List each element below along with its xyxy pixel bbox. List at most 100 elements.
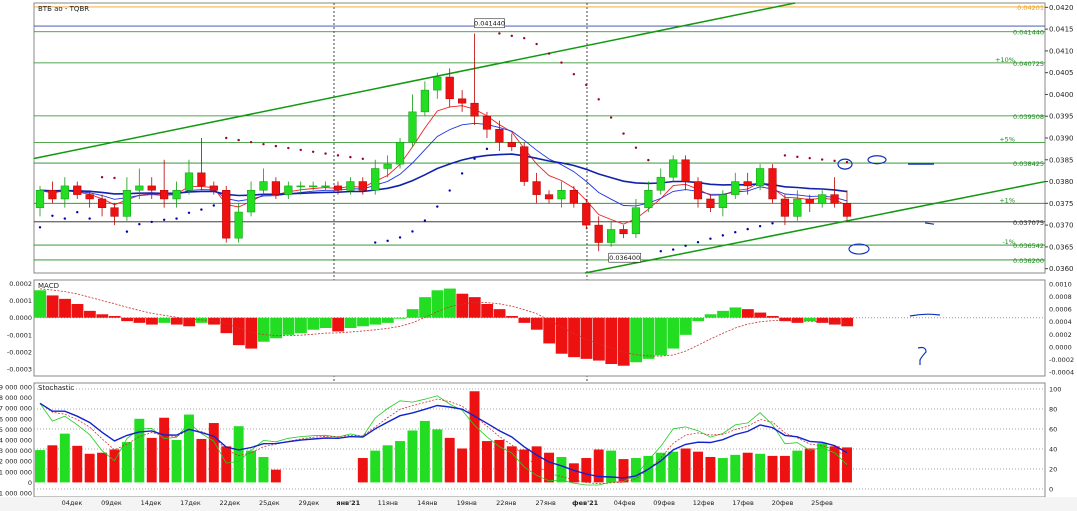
volume-bar — [804, 448, 815, 483]
volume-bar — [444, 437, 455, 483]
volume-tick-label: 1 000 000 — [0, 468, 32, 476]
low-annotation: 0.036400 — [609, 254, 640, 262]
sar-point — [721, 234, 725, 237]
stochastic-slow-line — [39, 402, 848, 479]
volume-bar — [370, 450, 381, 483]
macd-bar — [841, 317, 854, 327]
x-tick-label: 17фев — [732, 499, 754, 507]
candle — [85, 194, 94, 200]
volume-tick-label: 8 000 000 — [0, 394, 32, 402]
sar-point — [833, 159, 836, 163]
x-tick-label: 04дек — [62, 499, 83, 507]
sar-point — [609, 116, 613, 119]
macd-right-tick-label: 0.0010 — [1049, 281, 1072, 289]
stochastic-tick-label: 80 — [1049, 406, 1057, 414]
volume-bar — [655, 452, 666, 483]
sar-point — [225, 136, 228, 140]
candle — [780, 198, 790, 217]
macd-right-tick-label: 0.0000 — [1049, 343, 1072, 351]
macd-bar — [295, 317, 307, 334]
macd-bar — [729, 307, 742, 318]
volume-bar — [618, 459, 629, 483]
volume-tick-label: 4 000 000 — [0, 437, 32, 445]
macd-right-tick-label: 0.0002 — [1049, 331, 1072, 339]
candle — [259, 181, 268, 191]
candle — [358, 181, 367, 191]
volume-bar — [432, 429, 443, 483]
sar-point — [324, 152, 327, 155]
candle — [296, 185, 305, 188]
macd-right-tick-label: -0.0004 — [1049, 369, 1074, 377]
macd-right-tick-label: 0.0008 — [1049, 293, 1072, 301]
volume-bar — [606, 450, 617, 483]
macd-bar — [754, 312, 767, 318]
volume-bar — [730, 454, 741, 483]
candle — [743, 181, 752, 187]
macd-bar — [34, 290, 47, 318]
sar-point — [51, 214, 54, 217]
candle — [271, 181, 280, 195]
candle — [35, 190, 45, 208]
sar-point — [113, 176, 116, 180]
volume-tick-label: 3 000 000 — [0, 447, 32, 455]
macd-bar — [46, 295, 59, 318]
candle — [383, 163, 392, 169]
sar-point — [187, 211, 191, 214]
volume-bar — [208, 423, 219, 483]
candle — [48, 190, 57, 200]
candle — [321, 185, 330, 188]
sar-point — [88, 217, 91, 220]
volume-bar — [357, 458, 368, 483]
volume-bar — [568, 463, 579, 483]
price-plot-frame — [33, 2, 1046, 274]
macd-bar — [543, 317, 556, 344]
candle — [693, 181, 703, 200]
x-tick-label: 09фев — [653, 499, 675, 507]
candle — [234, 211, 243, 239]
sar-point — [758, 224, 762, 228]
macd-bar — [717, 310, 729, 318]
macd-bar — [121, 317, 134, 322]
candle — [309, 185, 318, 188]
candle — [458, 98, 467, 104]
volume-bar — [531, 446, 542, 483]
macd-bar — [592, 317, 605, 361]
sar-point — [622, 132, 625, 135]
sar-point — [671, 248, 675, 251]
sar-point — [696, 240, 700, 244]
level-label: 0.04201 — [1017, 4, 1044, 12]
sar-point — [212, 204, 216, 207]
macd-bar — [71, 304, 84, 318]
macd-left-tick-label: 0.0000 — [9, 314, 32, 322]
level-tag: -1% — [1002, 238, 1015, 246]
volume-bar — [35, 450, 45, 483]
high-annotation: 0.041440 — [474, 20, 505, 28]
macd-bar — [568, 317, 580, 358]
macd-bar — [108, 316, 121, 318]
volume-bar — [705, 456, 716, 483]
sar-point — [684, 244, 687, 248]
candle — [569, 190, 578, 204]
volume-bar — [556, 456, 567, 483]
x-tick-label: 25фев — [811, 499, 833, 507]
sar-point — [336, 154, 340, 157]
volume-bar — [395, 441, 406, 483]
macd-bar — [493, 309, 506, 318]
candle — [147, 185, 156, 191]
level-tag: +5% — [999, 135, 1015, 143]
candle — [532, 181, 541, 195]
sar-point — [547, 52, 551, 55]
candle — [395, 142, 405, 165]
volume-bar — [630, 458, 641, 483]
volume-tick-label: 7 000 000 — [0, 405, 32, 413]
macd-bar — [630, 317, 643, 363]
macd-bar — [170, 317, 183, 325]
x-tick-label: 27янв — [536, 499, 556, 507]
macd-left-tick-label: -0.0002 — [7, 349, 32, 357]
sar-point — [597, 98, 600, 101]
sar-point — [249, 140, 253, 144]
volume-bar — [829, 446, 840, 483]
macd-bar — [394, 317, 407, 319]
macd-bar — [828, 317, 841, 325]
stochastic-tick-label: 100 — [1049, 386, 1061, 394]
